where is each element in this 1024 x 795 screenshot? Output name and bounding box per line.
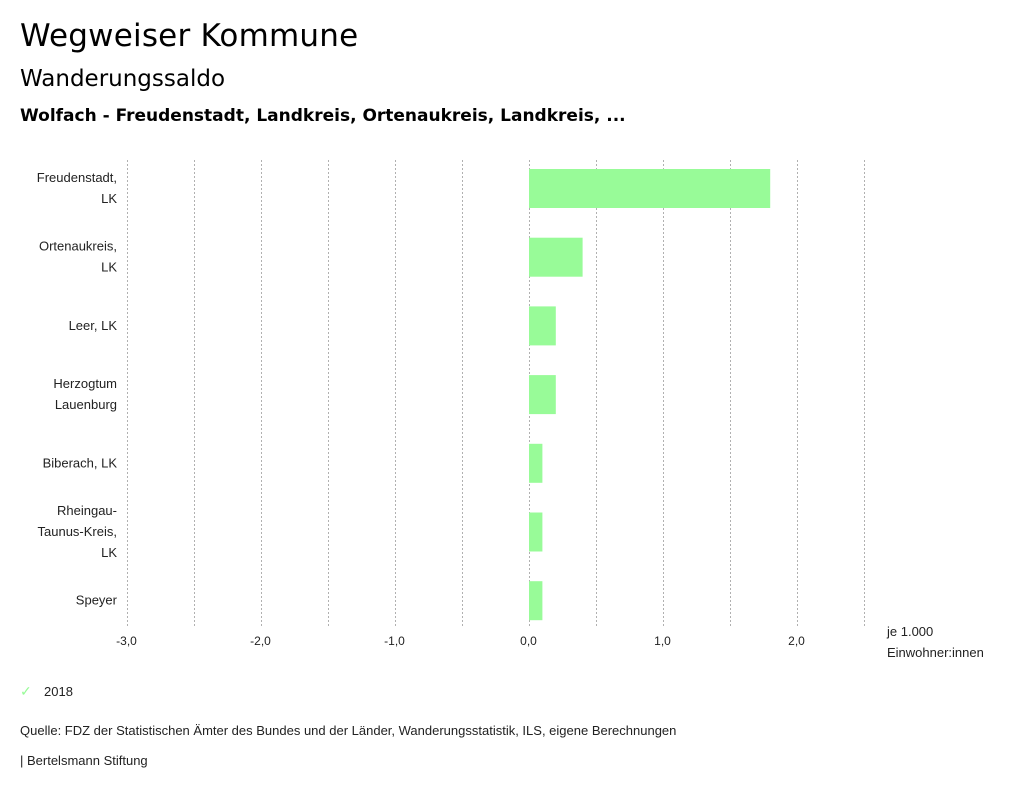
category-label: Freudenstadt,	[37, 170, 117, 185]
app-title: Wegweiser Kommune	[20, 18, 359, 54]
x-tick-label: -3,0	[116, 634, 137, 648]
bar-chart: Freudenstadt, LK Ortenaukreis, LK Leer, LK He…	[37, 160, 865, 648]
region-selection: Wolfach - Freudenstadt, Landkreis, Orten…	[20, 106, 626, 126]
x-axis-unit-line-1: je 1.000	[887, 624, 934, 639]
x-tick-label: 2,0	[788, 634, 805, 648]
x-tick-label: -1,0	[384, 634, 405, 648]
bar[interactable]	[529, 169, 771, 208]
chart-subtitle: Wanderungssaldo	[20, 66, 226, 92]
category-label: LK	[101, 545, 117, 560]
category-label: Rheingau-	[57, 503, 117, 518]
bar[interactable]	[529, 512, 543, 552]
category-labels: Freudenstadt, LK Ortenaukreis, LK Leer, LK He…	[37, 170, 118, 608]
x-axis-unit-label: je 1.000 Einwohner:innen	[887, 621, 984, 663]
bar[interactable]	[529, 237, 583, 277]
category-label: Biberach, LK	[43, 455, 118, 470]
x-tick-label: 0,0	[520, 634, 537, 648]
credit-note: | Bertelsmann Stiftung	[20, 753, 148, 768]
bar[interactable]	[529, 375, 556, 415]
legend-item-2018[interactable]: ✓ 2018	[20, 683, 73, 700]
bar[interactable]	[529, 306, 556, 346]
source-note: Quelle: FDZ der Statistischen Ämter des …	[20, 723, 677, 738]
x-tick-label: 1,0	[654, 634, 671, 648]
grid-lines	[127, 160, 865, 628]
bar[interactable]	[529, 443, 543, 483]
category-label: Leer, LK	[69, 318, 118, 333]
bars	[529, 169, 771, 621]
check-icon: ✓	[20, 683, 32, 699]
category-label: LK	[101, 260, 117, 275]
category-label: Ortenaukreis,	[39, 239, 117, 254]
legend-label: 2018	[44, 684, 73, 699]
category-label: Speyer	[76, 593, 118, 608]
x-tick-labels: -3,0 -2,0 -1,0 0,0 1,0 2,0	[116, 634, 805, 648]
category-label: Herzogtum	[53, 376, 117, 391]
category-label: Taunus-Kreis,	[38, 524, 117, 539]
category-label: Lauenburg	[55, 397, 117, 412]
x-axis-unit-line-2: Einwohner:innen	[887, 645, 984, 660]
bar[interactable]	[529, 581, 543, 621]
x-tick-label: -2,0	[250, 634, 271, 648]
category-label: LK	[101, 191, 117, 206]
